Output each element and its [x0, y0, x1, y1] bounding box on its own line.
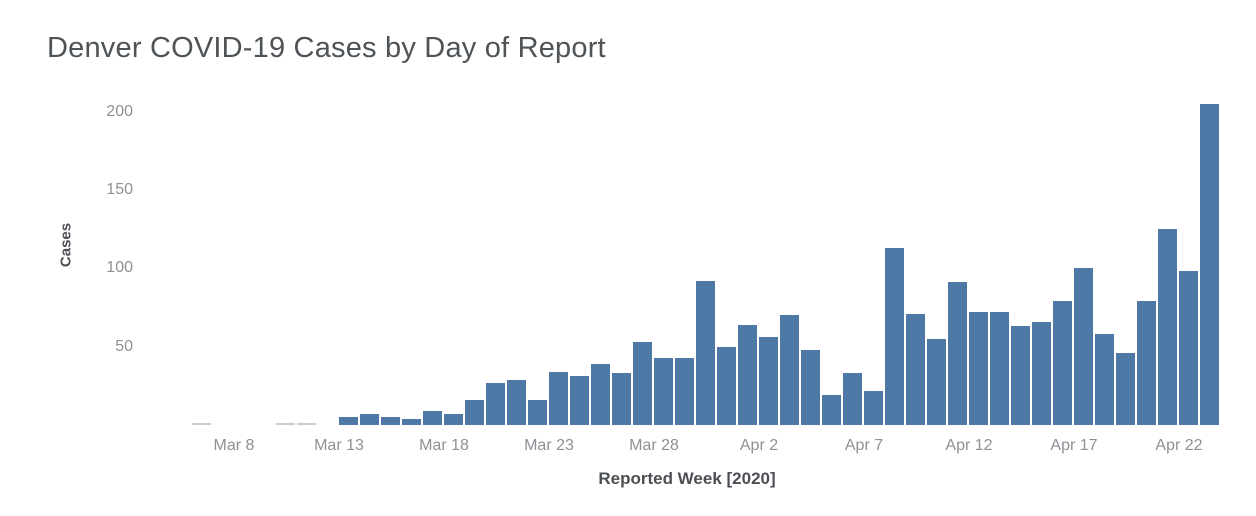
x-tick-label: Mar 18: [419, 437, 469, 454]
bar-mar-15: [381, 417, 400, 425]
bar-apr-15: [1032, 321, 1051, 425]
x-tick-label: Mar 8: [213, 437, 255, 454]
bar-mar-11: [297, 423, 316, 425]
bar-mar-24: [570, 376, 589, 425]
x-tick-label: Apr 7: [844, 437, 884, 454]
bar-apr-2: [759, 337, 778, 425]
bar-mar-27: [633, 341, 652, 425]
bar-apr-23: [1200, 103, 1219, 425]
bar-mar-18: [444, 414, 463, 425]
x-tick-label: Apr 22: [1155, 437, 1203, 454]
bar-apr-14: [1011, 326, 1030, 425]
bar-apr-21: [1158, 229, 1177, 425]
bar-mar-14: [360, 414, 379, 425]
bar-mar-30: [696, 280, 715, 425]
bar-apr-12: [969, 312, 988, 425]
bar-apr-16: [1053, 301, 1072, 425]
bar-apr-4: [801, 349, 820, 425]
bar-mar-22: [528, 399, 547, 425]
bar-apr-3: [780, 315, 799, 425]
bar-mar-31: [717, 346, 736, 425]
x-axis-title: Reported Week [2020]: [598, 469, 776, 488]
bar-mar-16: [402, 418, 421, 425]
bar-apr-22: [1179, 271, 1198, 425]
bar-mar-21: [507, 379, 526, 425]
bar-mar-13: [339, 417, 358, 425]
y-tick-label: 150: [106, 180, 133, 198]
chart-title: Denver COVID-19 Cases by Day of Report: [47, 32, 606, 64]
y-tick-label: 50: [115, 337, 133, 355]
bar-apr-1: [738, 324, 757, 425]
bar-apr-19: [1116, 352, 1135, 425]
bar-apr-6: [843, 373, 862, 425]
bar-apr-13: [990, 312, 1009, 425]
bar-mar-10: [276, 423, 295, 425]
bar-mar-17: [423, 410, 442, 425]
bar-mar-20: [486, 382, 505, 425]
y-tick-label: 100: [106, 259, 133, 277]
bar-apr-9: [906, 313, 925, 425]
x-tick-label: Mar 28: [629, 437, 679, 454]
bar-apr-11: [948, 282, 967, 425]
bar-mar-28: [654, 357, 673, 425]
x-tick-label: Apr 17: [1050, 437, 1098, 454]
x-tick-label: Apr 2: [739, 437, 779, 454]
bar-mar-19: [465, 399, 484, 425]
x-tick-label: Mar 13: [314, 437, 364, 454]
bar-mar-25: [591, 363, 610, 425]
x-tick-label: Mar 23: [524, 437, 574, 454]
bar-apr-17: [1074, 268, 1093, 425]
bar-mar-26: [612, 373, 631, 425]
bar-apr-7: [864, 390, 883, 425]
bar-apr-5: [822, 395, 841, 425]
bar-apr-18: [1095, 334, 1114, 425]
bar-mar-6: [192, 423, 211, 425]
bar-apr-10: [927, 338, 946, 425]
bar-mar-29: [675, 357, 694, 425]
bar-apr-8: [885, 247, 904, 425]
y-tick-label: 200: [106, 102, 133, 120]
bar-mar-23: [549, 371, 568, 425]
bar-apr-20: [1137, 301, 1156, 425]
x-tick-label: Apr 12: [945, 437, 993, 454]
